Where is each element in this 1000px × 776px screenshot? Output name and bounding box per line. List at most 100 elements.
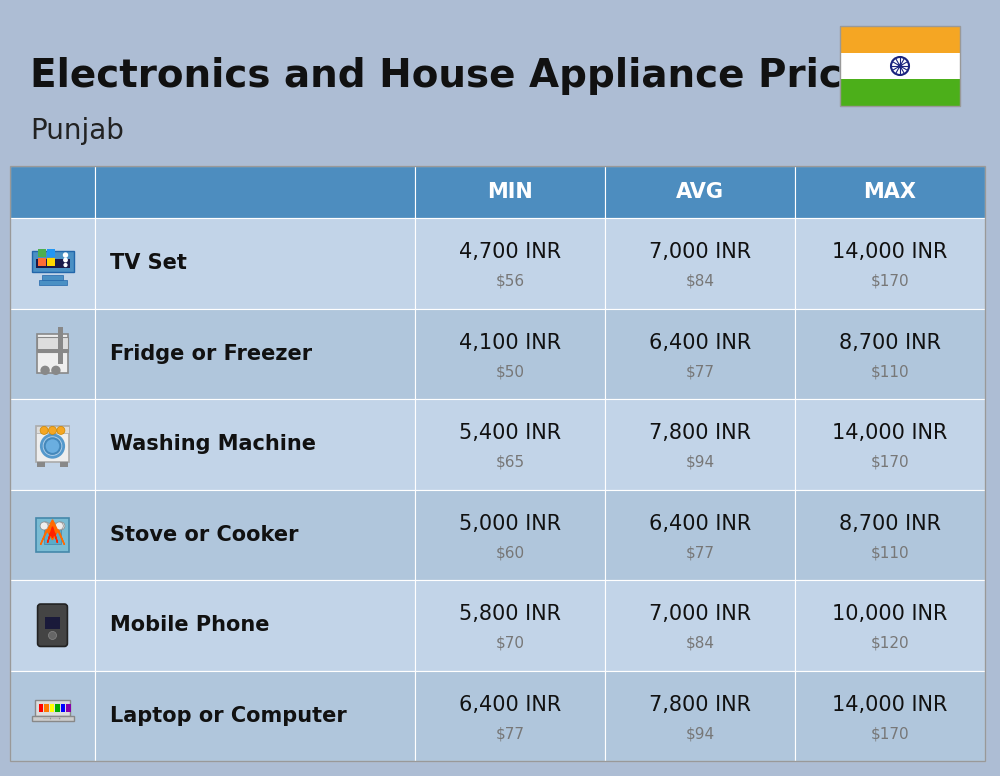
Text: 5,000 INR: 5,000 INR <box>459 514 561 534</box>
Circle shape <box>40 427 48 435</box>
Bar <box>36 426 69 433</box>
Bar <box>46 248 54 257</box>
Text: $77: $77 <box>686 365 714 379</box>
Bar <box>795 670 985 761</box>
Bar <box>37 334 68 373</box>
Bar <box>95 309 415 399</box>
Text: $84: $84 <box>686 636 714 651</box>
Bar <box>32 251 74 272</box>
Text: MIN: MIN <box>487 182 533 202</box>
Bar <box>605 309 795 399</box>
Bar <box>37 349 68 352</box>
Bar <box>66 705 71 712</box>
Text: $94: $94 <box>685 726 715 741</box>
Bar <box>415 490 605 580</box>
Text: 4,700 INR: 4,700 INR <box>459 242 561 262</box>
Bar <box>95 399 415 490</box>
Bar <box>42 275 63 279</box>
Text: $110: $110 <box>871 546 909 560</box>
Bar <box>10 670 95 761</box>
Text: Electronics and House Appliance Prices: Electronics and House Appliance Prices <box>30 57 891 95</box>
Text: $94: $94 <box>685 455 715 469</box>
Bar <box>38 279 66 285</box>
Text: $77: $77 <box>686 546 714 560</box>
Circle shape <box>48 632 56 639</box>
Text: 7,000 INR: 7,000 INR <box>649 605 751 625</box>
Bar <box>605 166 795 218</box>
Bar <box>795 399 985 490</box>
Text: 14,000 INR: 14,000 INR <box>832 242 948 262</box>
Circle shape <box>898 64 902 68</box>
Bar <box>10 490 95 580</box>
Text: $170: $170 <box>871 726 909 741</box>
Text: Laptop or Computer: Laptop or Computer <box>110 705 347 726</box>
Circle shape <box>57 522 65 530</box>
Bar <box>605 580 795 670</box>
Bar <box>605 218 795 309</box>
Text: $70: $70 <box>496 636 524 651</box>
Circle shape <box>41 366 49 374</box>
Bar <box>840 53 960 79</box>
Text: $170: $170 <box>871 274 909 289</box>
Text: 7,800 INR: 7,800 INR <box>649 424 751 443</box>
Bar <box>32 715 74 721</box>
Circle shape <box>40 522 48 530</box>
Circle shape <box>48 522 56 530</box>
Bar <box>46 258 54 265</box>
Bar <box>95 670 415 761</box>
Text: 14,000 INR: 14,000 INR <box>832 424 948 443</box>
Text: $60: $60 <box>495 546 525 560</box>
Bar <box>38 248 46 257</box>
Bar <box>10 218 95 309</box>
Bar <box>44 526 61 543</box>
Text: 8,700 INR: 8,700 INR <box>839 333 941 353</box>
Bar <box>61 705 65 712</box>
Text: $120: $120 <box>871 636 909 651</box>
Circle shape <box>42 522 50 530</box>
Bar <box>55 705 60 712</box>
Bar <box>415 309 605 399</box>
Circle shape <box>64 258 67 262</box>
Bar <box>10 580 95 670</box>
Bar <box>95 580 415 670</box>
FancyBboxPatch shape <box>38 604 67 646</box>
Text: Punjab: Punjab <box>30 117 124 145</box>
Bar <box>10 166 985 761</box>
Polygon shape <box>48 527 58 542</box>
Bar <box>95 490 415 580</box>
Bar <box>45 617 60 629</box>
Circle shape <box>45 438 60 454</box>
Text: MAX: MAX <box>864 182 916 202</box>
Text: 7,800 INR: 7,800 INR <box>649 695 751 715</box>
Bar <box>605 670 795 761</box>
Bar <box>36 426 69 462</box>
Bar <box>10 309 95 399</box>
Bar <box>795 166 985 218</box>
Bar <box>605 399 795 490</box>
Bar <box>795 309 985 399</box>
Bar <box>795 490 985 580</box>
Text: 8,700 INR: 8,700 INR <box>839 514 941 534</box>
Bar <box>415 166 605 218</box>
Bar <box>58 341 63 363</box>
Text: 4,100 INR: 4,100 INR <box>459 333 561 353</box>
Bar <box>10 399 95 490</box>
Bar <box>37 462 45 467</box>
Text: 10,000 INR: 10,000 INR <box>832 605 948 625</box>
Bar <box>840 26 960 53</box>
Bar <box>10 166 95 218</box>
Text: $170: $170 <box>871 455 909 469</box>
Bar <box>60 462 68 467</box>
Circle shape <box>55 522 63 530</box>
Text: 6,400 INR: 6,400 INR <box>649 333 751 353</box>
Bar <box>415 399 605 490</box>
Circle shape <box>64 264 67 266</box>
Bar <box>840 79 960 106</box>
Bar <box>38 258 46 265</box>
Text: 6,400 INR: 6,400 INR <box>649 514 751 534</box>
Text: $56: $56 <box>495 274 525 289</box>
Text: Washing Machine: Washing Machine <box>110 435 316 454</box>
Bar <box>35 701 70 715</box>
Circle shape <box>64 253 68 257</box>
Bar <box>95 218 415 309</box>
